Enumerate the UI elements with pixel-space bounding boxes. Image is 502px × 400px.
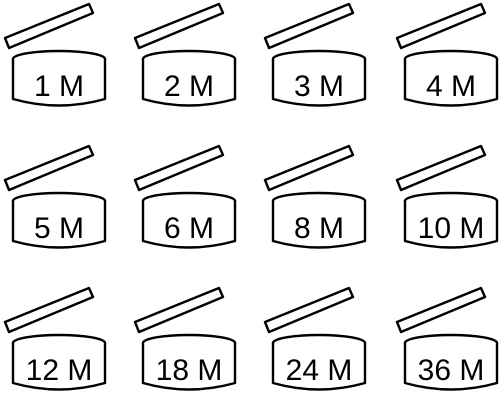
pao-symbol-8m: 8 M bbox=[263, 146, 381, 254]
open-jar-icon: 4 M bbox=[395, 4, 502, 112]
jar-label: 18 M bbox=[156, 354, 223, 387]
jar-lid bbox=[265, 288, 353, 332]
jar-label: 1 M bbox=[34, 70, 84, 103]
jar-lid bbox=[135, 288, 223, 332]
open-jar-icon: 8 M bbox=[263, 146, 381, 254]
jar-label: 4 M bbox=[426, 70, 476, 103]
jar-label: 8 M bbox=[294, 212, 344, 245]
jar-label: 24 M bbox=[286, 354, 353, 387]
open-jar-icon: 24 M bbox=[263, 288, 381, 396]
open-jar-icon: 3 M bbox=[263, 4, 381, 112]
jar-label: 12 M bbox=[26, 354, 93, 387]
open-jar-icon: 6 M bbox=[133, 146, 251, 254]
pao-symbol-2m: 2 M bbox=[133, 4, 251, 112]
pao-symbol-1m: 1 M bbox=[3, 4, 121, 112]
pao-symbol-12m: 12 M bbox=[3, 288, 121, 396]
pao-symbol-6m: 6 M bbox=[133, 146, 251, 254]
jar-label: 3 M bbox=[294, 70, 344, 103]
open-jar-icon: 5 M bbox=[3, 146, 121, 254]
pao-symbol-10m: 10 M bbox=[395, 146, 502, 254]
pao-symbol-3m: 3 M bbox=[263, 4, 381, 112]
jar-lid bbox=[397, 288, 485, 332]
jar-label: 36 M bbox=[418, 354, 485, 387]
jar-lid bbox=[5, 288, 93, 332]
jar-lid bbox=[5, 146, 93, 190]
open-jar-icon: 36 M bbox=[395, 288, 502, 396]
jar-label: 10 M bbox=[418, 212, 485, 245]
pao-symbol-24m: 24 M bbox=[263, 288, 381, 396]
jar-label: 2 M bbox=[164, 70, 214, 103]
pao-symbol-36m: 36 M bbox=[395, 288, 502, 396]
open-jar-icon: 1 M bbox=[3, 4, 121, 112]
jar-lid bbox=[265, 146, 353, 190]
open-jar-icon: 18 M bbox=[133, 288, 251, 396]
jar-lid bbox=[135, 146, 223, 190]
pao-symbol-18m: 18 M bbox=[133, 288, 251, 396]
jar-lid bbox=[397, 4, 485, 48]
open-jar-icon: 12 M bbox=[3, 288, 121, 396]
jar-label: 6 M bbox=[164, 212, 214, 245]
open-jar-icon: 2 M bbox=[133, 4, 251, 112]
jar-lid bbox=[397, 146, 485, 190]
jar-lid bbox=[265, 4, 353, 48]
pao-symbol-4m: 4 M bbox=[395, 4, 502, 112]
jar-label: 5 M bbox=[34, 212, 84, 245]
open-jar-icon: 10 M bbox=[395, 146, 502, 254]
pao-symbol-5m: 5 M bbox=[3, 146, 121, 254]
jar-lid bbox=[5, 4, 93, 48]
jar-lid bbox=[135, 4, 223, 48]
